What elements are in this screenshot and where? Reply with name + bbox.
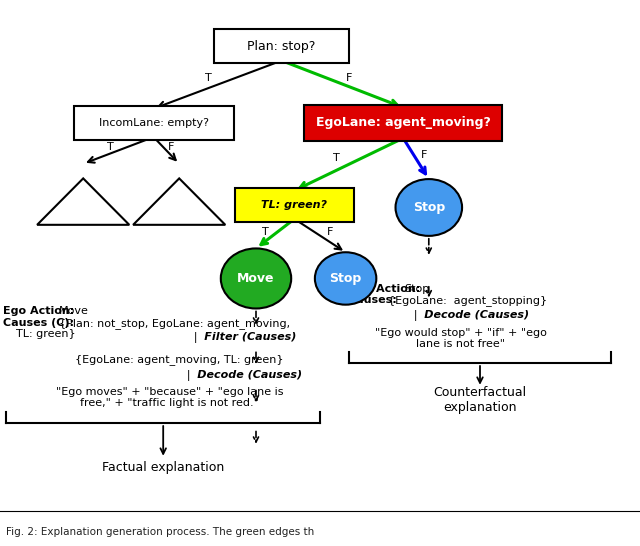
Circle shape xyxy=(315,252,376,305)
FancyBboxPatch shape xyxy=(74,106,234,140)
Polygon shape xyxy=(133,179,225,225)
Text: Stop: Stop xyxy=(330,272,362,285)
FancyBboxPatch shape xyxy=(236,188,354,222)
Text: Ego Action:: Ego Action: xyxy=(349,284,420,294)
Text: Ego Action:: Ego Action: xyxy=(3,306,74,316)
Text: ❘ Decode (Causes): ❘ Decode (Causes) xyxy=(412,310,529,321)
FancyBboxPatch shape xyxy=(214,29,349,63)
Text: T: T xyxy=(333,153,339,163)
Text: T: T xyxy=(107,143,113,152)
Text: T: T xyxy=(262,227,269,236)
Text: ❘ Filter (Causes): ❘ Filter (Causes) xyxy=(191,333,296,343)
Text: Causes:: Causes: xyxy=(349,295,397,305)
Circle shape xyxy=(221,248,291,308)
Text: Counterfactual
explanation: Counterfactual explanation xyxy=(433,385,527,414)
FancyBboxPatch shape xyxy=(304,105,502,141)
Circle shape xyxy=(396,179,462,236)
Text: T: T xyxy=(205,73,211,82)
Polygon shape xyxy=(37,179,129,225)
Text: {Plan: not_stop, EgoLane: agent_moving,: {Plan: not_stop, EgoLane: agent_moving, xyxy=(59,318,290,329)
Text: IncomLane: empty?: IncomLane: empty? xyxy=(99,118,209,128)
Text: Move: Move xyxy=(237,272,275,285)
Text: EgoLane: agent_moving?: EgoLane: agent_moving? xyxy=(316,116,491,129)
Text: {EgoLane:  agent_stopping}: {EgoLane: agent_stopping} xyxy=(388,295,547,306)
Text: Stop: Stop xyxy=(404,284,429,294)
Text: "Ego moves" + "because" + "ego lane is
free," + "traffic light is not red.": "Ego moves" + "because" + "ego lane is f… xyxy=(56,387,284,408)
Text: F: F xyxy=(326,227,333,236)
Text: "Ego would stop" + "if" + "ego
lane is not free": "Ego would stop" + "if" + "ego lane is n… xyxy=(375,328,547,349)
Text: {EgoLane: agent_moving, TL: green}: {EgoLane: agent_moving, TL: green} xyxy=(75,354,284,365)
Text: Move: Move xyxy=(59,306,89,316)
Text: Stop: Stop xyxy=(413,201,445,214)
Text: TL: green?: TL: green? xyxy=(261,200,328,210)
Text: TL: green}: TL: green} xyxy=(16,329,76,339)
Text: Causes (C):: Causes (C): xyxy=(3,318,74,328)
Text: Factual explanation: Factual explanation xyxy=(102,461,225,474)
Text: F: F xyxy=(168,143,175,152)
Text: Fig. 2: Explanation generation process. The green edges th: Fig. 2: Explanation generation process. … xyxy=(6,527,315,537)
Text: ❘ Decode (Causes): ❘ Decode (Causes) xyxy=(184,370,302,381)
Text: F: F xyxy=(346,73,352,82)
Text: F: F xyxy=(420,150,427,159)
Text: Plan: stop?: Plan: stop? xyxy=(248,40,316,53)
